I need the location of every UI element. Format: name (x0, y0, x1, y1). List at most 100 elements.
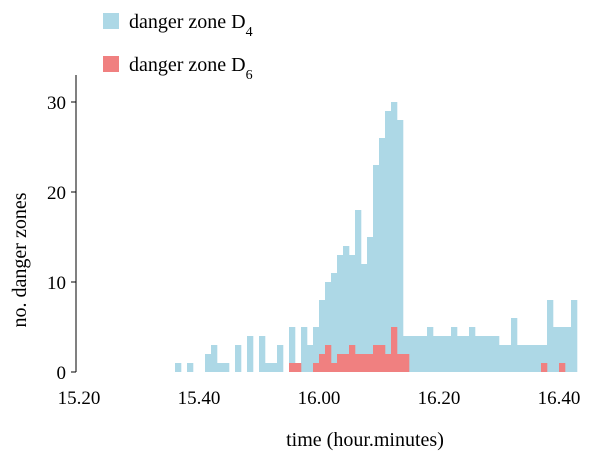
bar-d4-50 (379, 138, 386, 372)
bar-d4-53 (397, 120, 404, 372)
bar-d6-54 (403, 354, 410, 372)
bar-d4-78 (547, 300, 554, 372)
bar-d6-51 (385, 354, 392, 372)
bar-d6-77 (541, 363, 548, 372)
bar-d4-21 (205, 354, 212, 372)
y-tick-label-1: 10 (47, 273, 66, 294)
bar-d4-52 (391, 102, 398, 372)
bar-d4-65 (469, 327, 476, 372)
bar-d4-64 (463, 336, 470, 372)
bar-d4-70 (499, 345, 506, 372)
bar-d4-60 (439, 336, 446, 372)
bar-d6-40 (319, 354, 326, 372)
bar-d4-71 (505, 345, 512, 372)
bar-d6-43 (337, 354, 344, 372)
bar-d6-53 (397, 354, 404, 372)
y-tick-label-2: 20 (47, 183, 66, 204)
bar-d4-76 (535, 345, 542, 372)
bar-d4-28 (247, 336, 254, 372)
bar-d4-68 (487, 336, 494, 372)
bar-d6-50 (379, 345, 386, 372)
x-axis-ticks: 15.20 15.40 16.00 16.20 16.40 (58, 388, 581, 409)
bar-d4-38 (307, 345, 314, 372)
bar-d4-22 (211, 345, 218, 372)
bar-d6-48 (367, 354, 374, 372)
bar-d6-42 (331, 363, 338, 372)
bar-d4-42 (331, 273, 338, 372)
bar-d4-51 (385, 111, 392, 372)
bar-d4-61 (445, 336, 452, 372)
x-tick-label-2: 16.00 (298, 388, 341, 409)
bar-d4-69 (493, 336, 500, 372)
x-tick-label-0: 15.20 (58, 388, 101, 409)
bar-d4-26 (235, 345, 242, 372)
legend-entry-d6: danger zone D6 (103, 54, 253, 83)
bar-d4-73 (517, 345, 524, 372)
bar-d6-80 (559, 363, 566, 372)
bar-d4-37 (301, 327, 308, 372)
bar-d4-33 (277, 345, 284, 372)
bar-d4-81 (565, 327, 572, 372)
bar-d4-77 (541, 345, 548, 372)
bar-d4-55 (409, 336, 416, 372)
bar-d4-48 (367, 237, 374, 372)
bar-d4-39 (313, 327, 320, 372)
bar-d4-18 (187, 363, 194, 372)
legend-entry-d4: danger zone D4 (103, 11, 253, 40)
bar-d4-79 (553, 327, 560, 372)
bar-d4-16 (175, 363, 182, 372)
bar-d4-59 (433, 336, 440, 372)
series-d6-bars (289, 327, 566, 372)
x-axis-title: time (hour.minutes) (286, 429, 444, 451)
bar-d4-82 (571, 300, 578, 372)
bar-d4-63 (457, 336, 464, 372)
bar-d4-58 (427, 327, 434, 372)
y-tick-label-0: 0 (57, 363, 67, 384)
bar-d4-32 (271, 363, 278, 372)
legend-swatch-d6 (103, 56, 119, 72)
bar-d4-74 (523, 345, 530, 372)
y-tick-label-3: 30 (47, 93, 66, 114)
bar-d6-36 (295, 363, 302, 372)
y-axis-ticks: 0 10 20 30 (47, 93, 76, 384)
bar-d6-52 (391, 327, 398, 372)
legend-label-d4: danger zone D4 (129, 11, 253, 40)
bar-d4-35 (289, 327, 296, 372)
bar-d4-57 (421, 336, 428, 372)
bar-d4-49 (373, 165, 380, 372)
bar-d4-31 (265, 363, 272, 372)
bar-d4-46 (355, 210, 362, 372)
bar-d6-45 (349, 345, 356, 372)
bar-d4-40 (319, 300, 326, 372)
bar-d6-47 (361, 354, 368, 372)
bar-d4-23 (217, 363, 224, 372)
x-tick-label-3: 16.20 (418, 388, 461, 409)
x-tick-label-1: 15.40 (178, 388, 221, 409)
bar-d4-56 (415, 336, 422, 372)
bar-d4-45 (349, 255, 356, 372)
bar-d4-44 (343, 246, 350, 372)
y-axis-title: no. danger zones (9, 192, 31, 327)
bar-d4-72 (511, 318, 518, 372)
bar-d4-24 (223, 363, 230, 372)
x-tick-label-4: 16.40 (538, 388, 581, 409)
bar-d6-35 (289, 363, 296, 372)
bar-d6-39 (313, 363, 320, 372)
bar-d4-67 (481, 336, 488, 372)
bar-d4-30 (259, 336, 266, 372)
bar-d6-41 (325, 345, 332, 372)
bar-d4-80 (559, 327, 566, 372)
bar-d4-43 (337, 255, 344, 372)
bar-d6-49 (373, 345, 380, 372)
bar-d6-46 (355, 354, 362, 372)
legend: danger zone D4 danger zone D6 (103, 11, 253, 83)
bar-d4-66 (475, 336, 482, 372)
bar-d6-44 (343, 354, 350, 372)
bar-d4-62 (451, 327, 458, 372)
legend-label-d6: danger zone D6 (129, 54, 253, 83)
series-d4-bars (175, 102, 578, 372)
bar-d4-41 (325, 282, 332, 372)
legend-swatch-d4 (103, 13, 119, 29)
bar-d4-75 (529, 345, 536, 372)
